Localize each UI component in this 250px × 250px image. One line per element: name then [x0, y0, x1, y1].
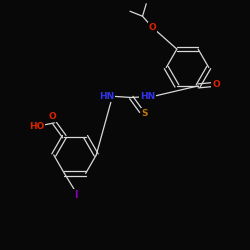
Text: HN: HN	[98, 92, 114, 101]
Text: O: O	[148, 23, 156, 32]
Text: S: S	[142, 109, 148, 118]
Text: O: O	[48, 112, 56, 121]
Text: HN: HN	[140, 92, 155, 101]
Text: HO: HO	[29, 122, 44, 131]
Text: O: O	[212, 80, 220, 89]
Text: I: I	[74, 190, 77, 200]
